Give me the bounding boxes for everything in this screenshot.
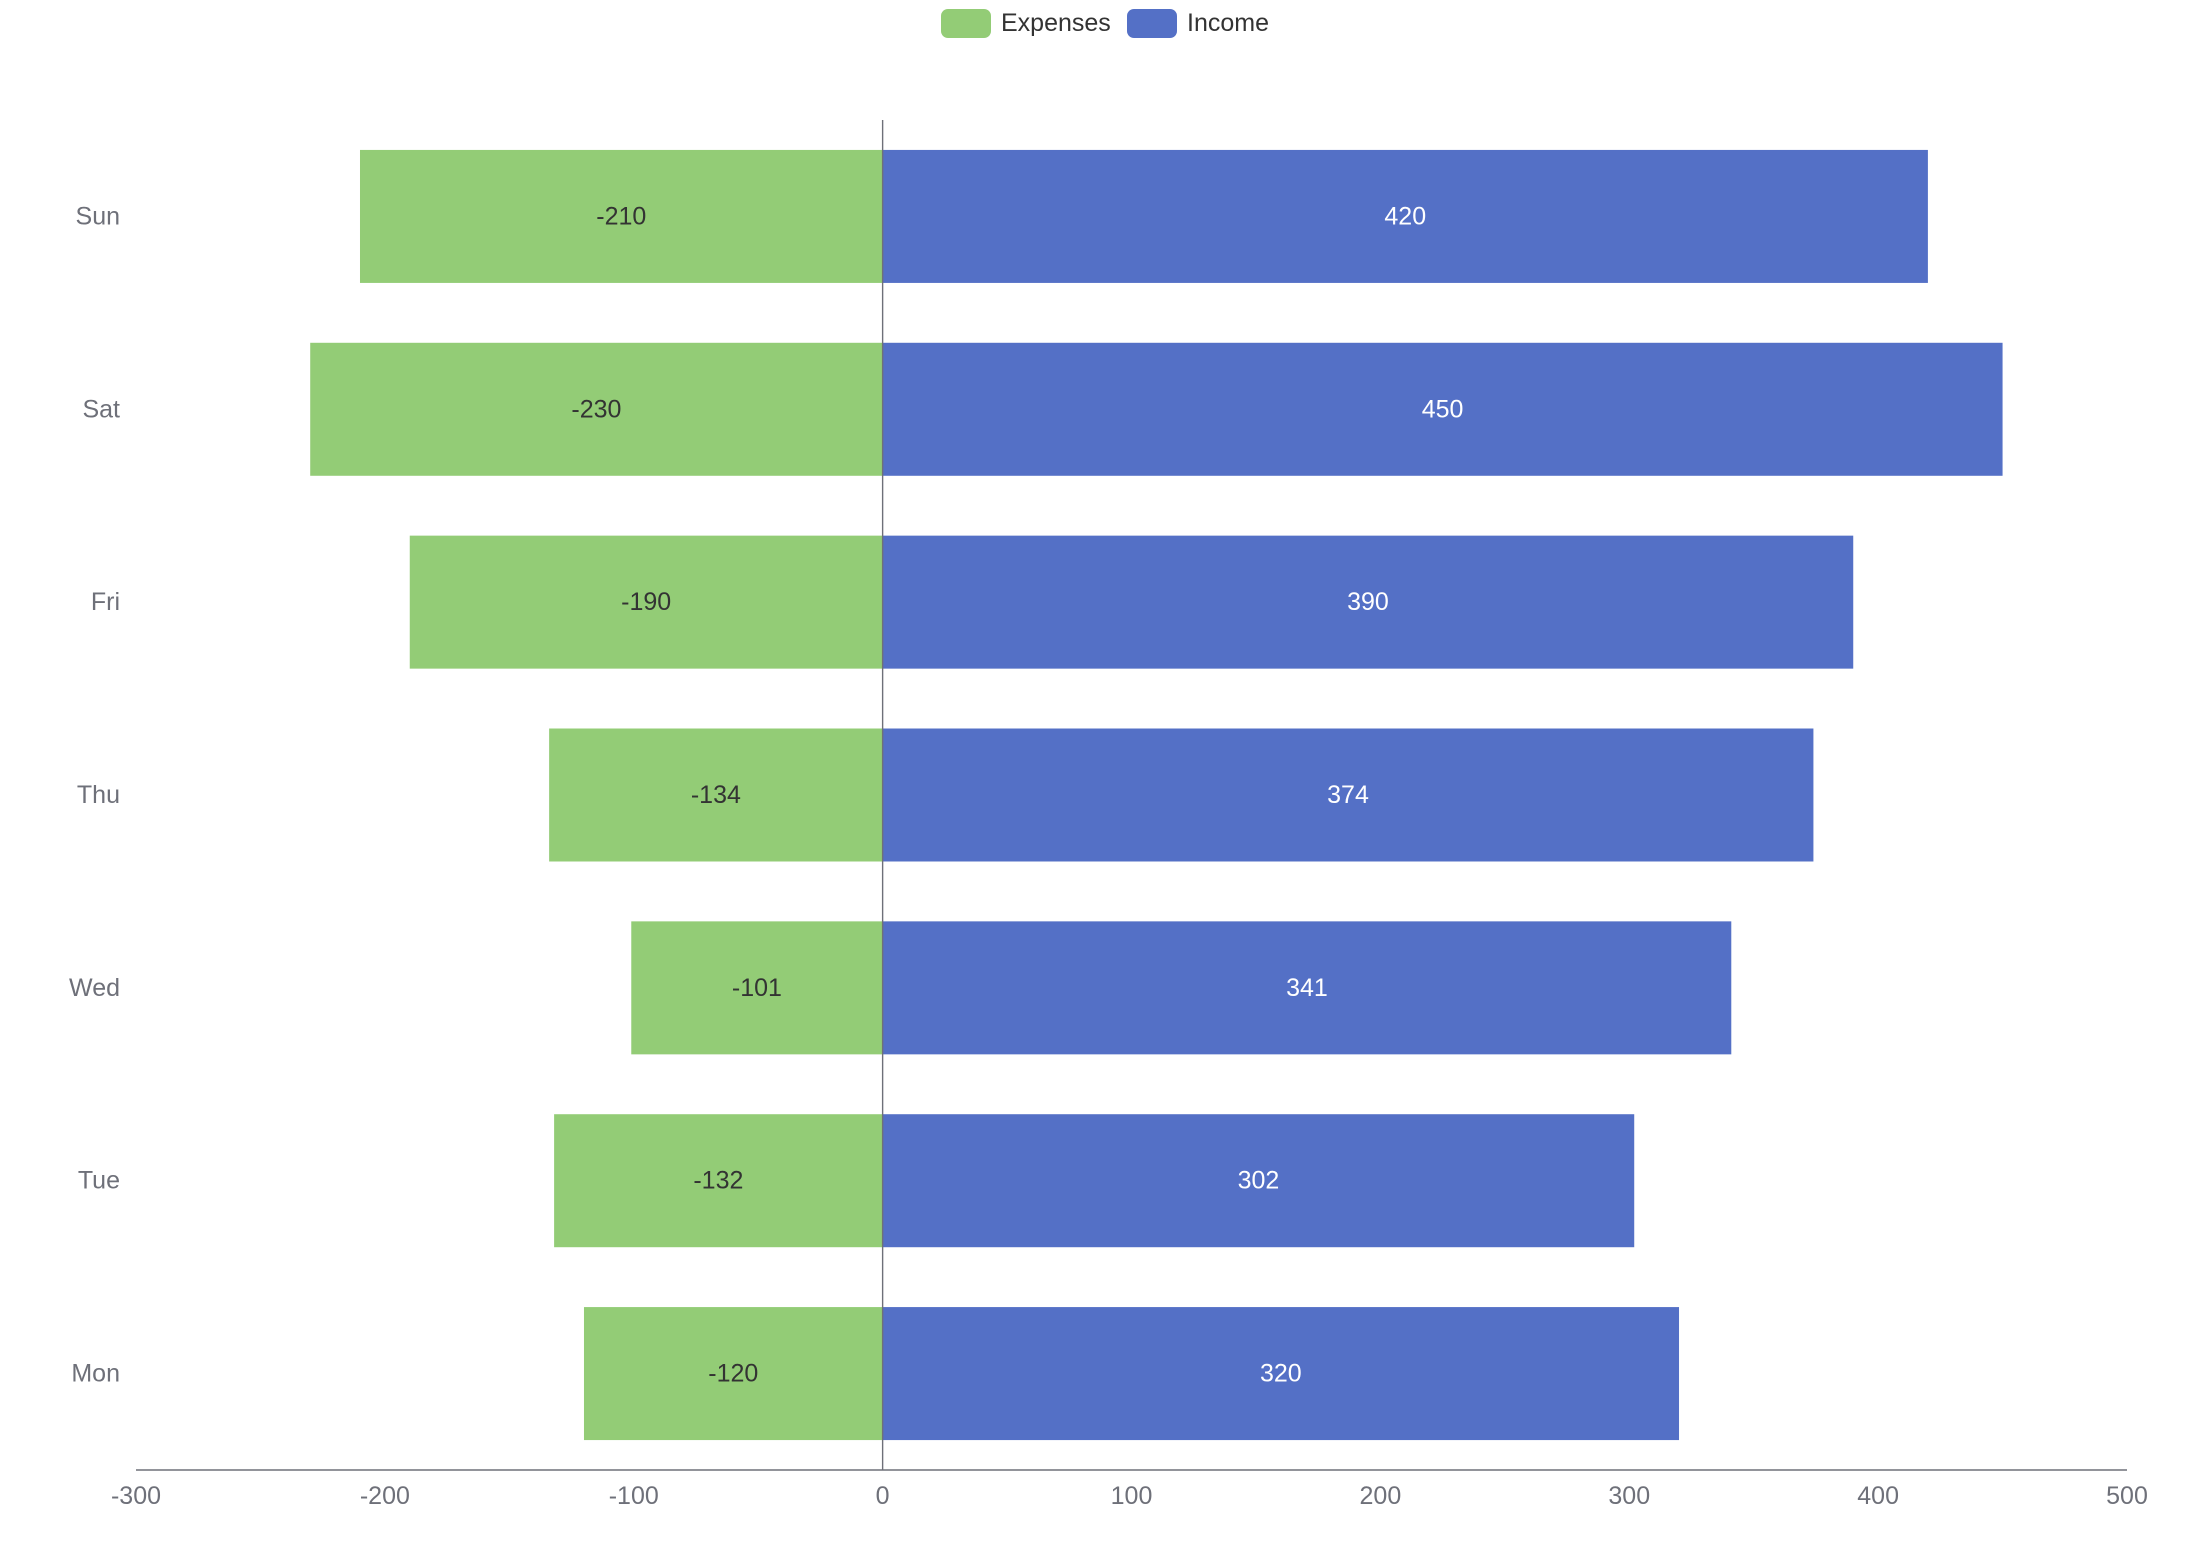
data-label-expenses-wed: -101 — [732, 974, 782, 1002]
data-label-income-sat: 450 — [1422, 395, 1464, 423]
data-label-income-thu: 374 — [1327, 781, 1369, 809]
y-tick-label-sun: Sun — [76, 202, 120, 230]
bar-income-wed[interactable] — [882, 921, 1732, 1055]
legend-item-expenses[interactable]: Expenses — [941, 9, 1111, 38]
legend-label-income: Income — [1187, 9, 1269, 37]
bars-group — [310, 149, 2003, 1441]
bar-expenses-thu[interactable] — [549, 728, 883, 862]
y-tick-label-tue: Tue — [78, 1167, 120, 1195]
y-tick-label-fri: Fri — [91, 588, 120, 616]
legend-swatch-expenses — [941, 9, 991, 38]
data-label-income-mon: 320 — [1260, 1360, 1302, 1388]
data-label-expenses-sun: -210 — [596, 202, 646, 230]
bar-expenses-wed[interactable] — [631, 921, 883, 1055]
y-axis: Mon Tue Wed Thu Fri Sat Sun — [69, 120, 884, 1470]
legend-item-income[interactable]: Income — [1127, 9, 1269, 38]
y-tick-label-thu: Thu — [77, 781, 120, 809]
bar-income-thu[interactable] — [882, 728, 1814, 862]
y-tick-label-sat: Sat — [82, 395, 120, 423]
legend-swatch-income — [1127, 9, 1177, 38]
x-tick-label: -300 — [111, 1482, 161, 1510]
bar-labels-group: -120 -132 -101 -134 -190 -230 -210 320 302 341 374… — [571, 202, 1463, 1387]
x-tick-label: 500 — [2106, 1482, 2148, 1510]
bar-income-fri[interactable] — [882, 535, 1854, 669]
bar-expenses-sat[interactable] — [310, 342, 883, 476]
bar-expenses-tue[interactable] — [554, 1114, 883, 1248]
x-tick-label: 0 — [876, 1482, 890, 1510]
data-label-expenses-mon: -120 — [708, 1360, 758, 1388]
bar-income-sun[interactable] — [882, 149, 1928, 283]
x-tick-label: 200 — [1360, 1482, 1402, 1510]
data-label-income-fri: 390 — [1347, 588, 1389, 616]
x-tick-label: 300 — [1608, 1482, 1650, 1510]
y-tick-label-wed: Wed — [69, 974, 120, 1002]
y-tick-label-mon: Mon — [71, 1360, 120, 1388]
data-label-income-wed: 341 — [1286, 974, 1328, 1002]
bar-expenses-mon[interactable] — [583, 1307, 883, 1441]
x-tick-label: 100 — [1111, 1482, 1153, 1510]
x-tick-label: -100 — [609, 1482, 659, 1510]
data-label-income-tue: 302 — [1238, 1167, 1280, 1195]
bar-income-sat[interactable] — [882, 342, 2003, 476]
x-tick-label: 400 — [1857, 1482, 1899, 1510]
data-label-expenses-thu: -134 — [691, 781, 741, 809]
legend-label-expenses: Expenses — [1001, 9, 1111, 37]
bar-income-mon[interactable] — [882, 1307, 1680, 1441]
x-axis: -300 -200 -100 0 100 200 300 400 500 — [111, 1469, 2148, 1510]
bar-income-tue[interactable] — [882, 1114, 1635, 1248]
bar-expenses-fri[interactable] — [409, 535, 883, 669]
legend[interactable]: Expenses Income — [941, 9, 1269, 38]
x-tick-label: -200 — [360, 1482, 410, 1510]
bar-expenses-sun[interactable] — [359, 149, 883, 283]
data-label-expenses-tue: -132 — [693, 1167, 743, 1195]
data-label-expenses-fri: -190 — [621, 588, 671, 616]
data-label-expenses-sat: -230 — [571, 395, 621, 423]
data-label-income-sun: 420 — [1384, 202, 1426, 230]
